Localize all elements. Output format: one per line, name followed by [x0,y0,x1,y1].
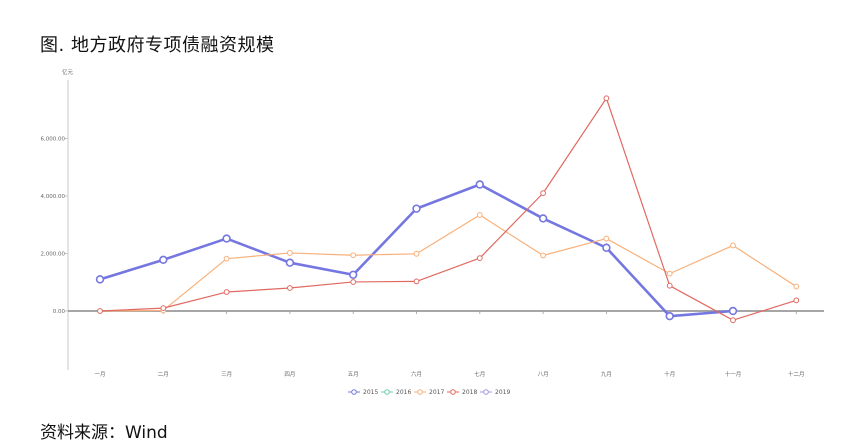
data-point [665,311,674,321]
chart-legend[interactable]: 2015 2016 2017 2018 2019 [348,389,510,396]
data-point [222,234,231,243]
data-point [540,190,546,197]
y-tick-label: 4,000.00 [41,194,66,200]
data-point [538,214,548,223]
x-tick-label: 八月 [538,371,549,378]
data-point [413,278,420,285]
data-point [476,212,483,218]
data-point [350,252,357,259]
source-note: 资料来源：Wind [40,423,168,443]
data-point [287,285,293,291]
legend-label: 2015 [363,389,378,396]
series-line-2018 [99,97,797,321]
x-tick-label: 十二月 [788,370,805,378]
x-tick-label: 九月 [601,370,612,378]
y-axis-ticks: 0.00 2,000.00 4,000.00 6,000.00 [41,137,68,315]
data-point [730,317,736,324]
legend-swatch-marker [483,389,489,395]
x-tick-label: 一月 [94,371,105,378]
data-point [603,95,610,102]
x-tick-label: 三月 [221,371,232,378]
data-point [666,282,673,289]
legend-label: 2016 [396,389,411,396]
x-tick-label: 四月 [284,371,295,378]
data-point [602,243,611,252]
legend-item-2017[interactable]: 2017 [414,389,444,396]
data-point [287,250,293,256]
chart-axes: 亿元 [62,68,824,370]
legend-label: 2017 [429,389,444,396]
legend-label: 2018 [462,389,477,396]
y-tick-label: 0.00 [53,309,66,315]
chart-series [95,95,800,324]
data-point [160,305,167,312]
data-point [159,255,168,265]
y-axis-unit-label: 亿元 [62,68,74,76]
series-2018 [97,95,800,324]
page-title: 图. 地方政府专项债融资规模 [40,35,275,56]
series-line-2015 [99,183,734,318]
data-point [412,204,421,213]
series-line-2017 [99,214,797,312]
series-2015 [95,180,738,321]
data-point [793,297,800,304]
legend-swatch-marker [417,389,423,395]
y-tick-label: 6,000.00 [41,137,66,143]
y-tick-label: 2,000.00 [41,252,66,258]
legend-item-2018[interactable]: 2018 [447,389,477,396]
x-tick-label: 六月 [411,370,422,378]
legend-item-2015[interactable]: 2015 [348,389,378,396]
data-point [223,255,230,262]
x-tick-label: 十月 [664,370,675,378]
data-point [95,275,105,284]
data-point [349,270,358,279]
x-tick-label: 二月 [158,371,169,378]
legend-item-2016[interactable]: 2016 [381,389,411,396]
legend-swatch-marker [450,389,456,395]
data-point [285,258,295,267]
data-point [475,180,484,189]
data-point [666,270,673,277]
legend-swatch-marker [351,389,357,395]
x-axis-ticks: 一月 二月 三月 四月 五月 六月 七月 八月 九月 十月 十一月 十二月 [94,311,805,378]
x-tick-label: 十一月 [725,370,742,378]
data-point [540,252,546,259]
legend-swatch-marker [384,389,390,395]
data-point [728,306,738,316]
data-point [413,250,420,257]
legend-label: 2019 [495,389,510,396]
data-point [603,235,610,242]
data-point [793,283,800,290]
data-point [223,289,230,295]
data-point [350,279,357,285]
legend-item-2019[interactable]: 2019 [480,389,510,396]
x-tick-label: 五月 [348,371,359,378]
data-point [97,308,103,314]
data-point [476,255,483,262]
x-tick-label: 七月 [474,370,485,378]
data-point [730,242,736,249]
